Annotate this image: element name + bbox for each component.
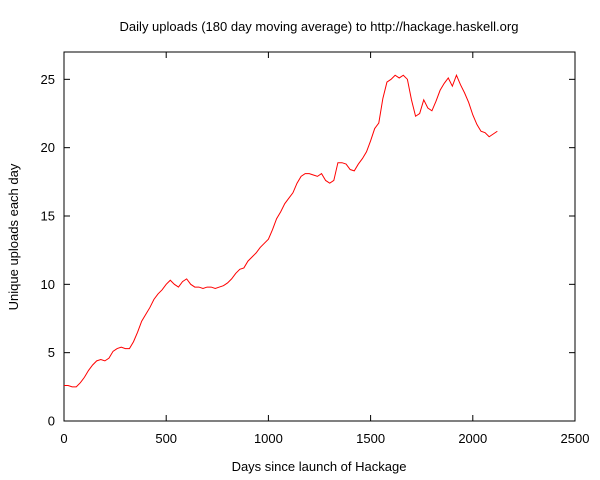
chart-title: Daily uploads (180 day moving average) t… (120, 19, 519, 34)
y-axis-label: Unique uploads each day (6, 163, 21, 310)
x-tick-label: 500 (155, 431, 177, 446)
x-tick-label: 1000 (254, 431, 283, 446)
x-tick-label: 2000 (458, 431, 487, 446)
y-tick-label: 10 (41, 277, 55, 292)
x-tick-label: 1500 (356, 431, 385, 446)
y-tick-label: 0 (48, 414, 55, 429)
series-line-uploads (64, 73, 498, 388)
x-axis-ticks: 0 500 1000 1500 2000 2500 (60, 52, 589, 446)
y-tick-label: 15 (41, 209, 55, 224)
x-tick-label: 0 (60, 431, 67, 446)
y-tick-label: 25 (41, 72, 55, 87)
y-tick-label: 5 (48, 345, 55, 360)
plot-frame (63, 51, 576, 422)
x-axis-label: Days since launch of Hackage (232, 459, 407, 474)
x-tick-label: 2500 (561, 431, 590, 446)
y-axis-ticks: 0 5 10 15 20 25 (41, 72, 575, 429)
y-tick-label: 20 (41, 140, 55, 155)
